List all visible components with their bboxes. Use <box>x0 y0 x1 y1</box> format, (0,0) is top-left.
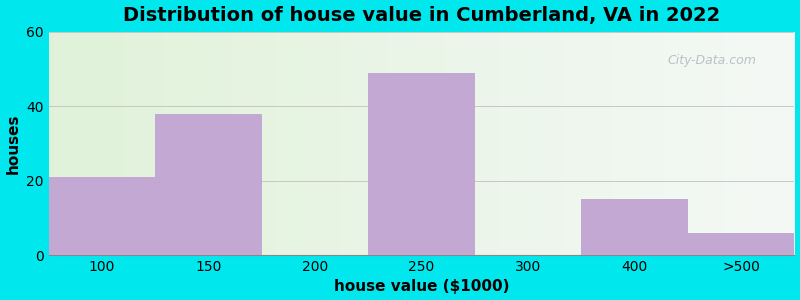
Bar <box>582 199 688 255</box>
Bar <box>155 114 262 255</box>
Bar <box>49 177 155 255</box>
Y-axis label: houses: houses <box>6 113 21 174</box>
Text: City-Data.com: City-Data.com <box>668 54 757 67</box>
Title: Distribution of house value in Cumberland, VA in 2022: Distribution of house value in Cumberlan… <box>123 6 720 25</box>
Bar <box>688 233 794 255</box>
X-axis label: house value ($1000): house value ($1000) <box>334 279 510 294</box>
Bar <box>368 73 474 255</box>
